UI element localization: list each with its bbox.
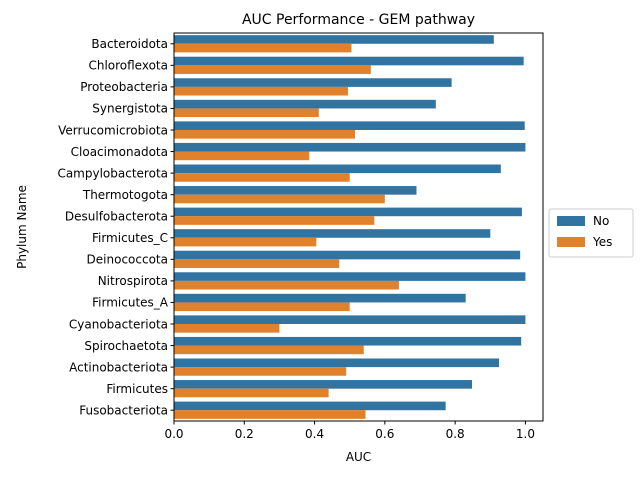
bar-firmicutes-no	[174, 380, 473, 389]
y-tick-label: Synergistota	[92, 102, 168, 116]
x-tick-label: 0.6	[375, 427, 394, 441]
y-tick-label: Actinobacteriota	[69, 360, 168, 374]
y-tick-label: Thermotogota	[82, 188, 168, 202]
legend-label-yes: Yes	[592, 235, 612, 249]
x-tick-label: 1.0	[516, 427, 535, 441]
bar-chloroflexota-yes	[174, 65, 371, 74]
y-tick-label: Firmicutes_C	[92, 231, 168, 245]
bar-synergistota-no	[174, 99, 436, 109]
bar-firmicutes-a-no	[174, 293, 466, 303]
y-ticks-layer: Bacteroidota Chloroflexota Proteobacteria S…	[57, 37, 174, 418]
bar-cyanobacteriota-no	[174, 315, 526, 324]
legend-label-no: No	[593, 214, 609, 228]
y-tick-label: Verrucomicrobiota	[58, 123, 168, 137]
bar-spirochaetota-no	[174, 336, 522, 346]
y-tick-label: Nitrospirota	[98, 274, 168, 288]
y-tick-label: Bacteroidota	[91, 37, 168, 51]
legend-swatch-yes	[557, 237, 585, 247]
bar-firmicutes-c-yes	[174, 237, 317, 247]
y-tick-label: Desulfobacterota	[65, 210, 168, 224]
bar-proteobacteria-no	[174, 78, 452, 87]
bar-desulfobacterota-yes	[174, 216, 375, 225]
y-axis-title: Phylum Name	[15, 185, 29, 269]
chart-title: AUC Performance - GEM pathway	[242, 12, 475, 28]
y-tick-label: Cloacimonadota	[71, 145, 168, 159]
bar-chloroflexota-no	[174, 56, 524, 66]
y-tick-label: Spirochaetota	[84, 339, 168, 353]
bar-firmicutes-a-yes	[174, 302, 350, 312]
bar-cloacimonadota-yes	[174, 151, 310, 161]
bar-nitrospirota-no	[174, 272, 526, 281]
bar-cloacimonadota-no	[174, 142, 526, 152]
bar-deinococcota-yes	[174, 259, 340, 268]
y-tick-label: Deinococcota	[87, 253, 168, 267]
x-axis-title: AUC	[346, 450, 371, 464]
bar-desulfobacterota-no	[174, 207, 522, 217]
bar-fusobacteriota-yes	[174, 410, 366, 419]
bar-bacteroidota-yes	[174, 43, 352, 53]
bar-verrucomicrobiota-no	[174, 121, 525, 130]
bar-actinobacteriota-no	[174, 358, 500, 368]
y-tick-label: Firmicutes_A	[92, 296, 169, 310]
bar-synergistota-yes	[174, 108, 319, 118]
bar-thermotogota-yes	[174, 194, 385, 204]
y-tick-label: Chloroflexota	[88, 59, 168, 73]
x-tick-label: 0.8	[446, 427, 465, 441]
plot-frame	[173, 32, 544, 422]
legend-swatch-no	[557, 216, 585, 226]
bar-fusobacteriota-no	[174, 401, 446, 411]
y-tick-label: Firmicutes	[106, 382, 168, 396]
bar-bacteroidota-no	[174, 35, 494, 44]
y-tick-label: Fusobacteriota	[79, 404, 168, 418]
bar-thermotogota-no	[174, 186, 417, 195]
bar-cyanobacteriota-yes	[174, 324, 280, 333]
bar-firmicutes-yes	[174, 388, 329, 398]
bar-nitrospirota-yes	[174, 280, 399, 290]
legend: No Yes	[548, 208, 634, 258]
y-tick-label: Proteobacteria	[80, 80, 168, 94]
bar-deinococcota-no	[174, 250, 521, 260]
bars-layer	[174, 35, 526, 419]
bar-firmicutes-c-no	[174, 229, 491, 238]
bar-spirochaetota-yes	[174, 345, 364, 355]
y-tick-label: Campylobacterota	[57, 166, 168, 180]
x-ticks-layer: 0.0 0.2 0.4 0.6 0.8 1.0	[164, 421, 535, 441]
bar-campylobacterota-no	[174, 164, 501, 174]
x-tick-label: 0.2	[235, 427, 254, 441]
x-tick-label: 0.4	[305, 427, 324, 441]
bar-proteobacteria-yes	[174, 86, 348, 96]
bar-campylobacterota-yes	[174, 173, 350, 182]
bar-actinobacteriota-yes	[174, 367, 347, 376]
y-tick-label: Cyanobacteriota	[69, 317, 168, 331]
x-tick-label: 0.0	[164, 427, 183, 441]
bar-verrucomicrobiota-yes	[174, 130, 355, 139]
